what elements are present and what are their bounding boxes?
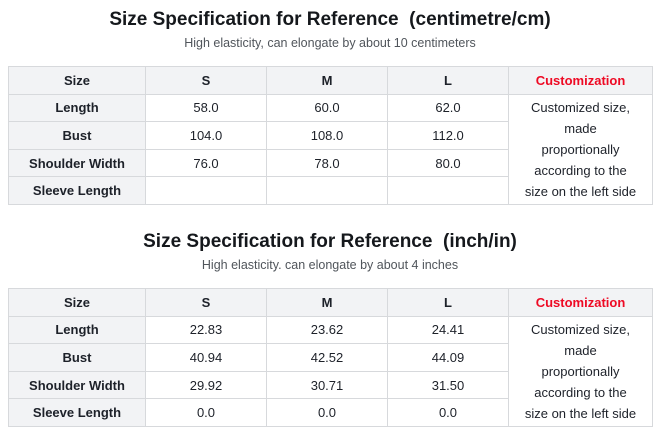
table-row: Sleeve Length 0.0 0.0 0.0 <box>8 398 653 427</box>
row-label: Bust <box>8 343 146 372</box>
table-row: Bust 104.0 108.0 112.0 <box>8 121 653 150</box>
value-cell: 108.0 <box>266 121 388 150</box>
value-cell: 0.0 <box>145 398 267 427</box>
size-section: Size Specification for Reference (inch/i… <box>8 229 653 427</box>
section-title: Size Specification for Reference (inch/i… <box>143 230 517 252</box>
header-cell: Size <box>8 66 146 95</box>
value-cell: 104.0 <box>145 121 267 150</box>
value-cell: 78.0 <box>266 148 388 178</box>
value-cell <box>145 176 267 205</box>
header-cell: L <box>387 287 509 317</box>
value-cell: 29.92 <box>145 370 267 400</box>
customization-note-cell: Customized size, made proportionally acc… <box>508 315 653 427</box>
header-cell: M <box>266 66 388 95</box>
value-cell: 58.0 <box>145 93 267 123</box>
table-row: Sleeve Length <box>8 176 653 205</box>
customization-note: Customized size, made proportionally acc… <box>524 99 637 199</box>
value-cell: 30.71 <box>266 370 388 400</box>
customization-header-cell: Customization <box>508 287 653 317</box>
table-row: Shoulder Width 76.0 78.0 80.0 <box>8 148 653 178</box>
section-subtitle: High elasticity, can elongate by about 1… <box>184 36 476 50</box>
header-cell: S <box>145 287 267 317</box>
row-label: Sleeve Length <box>8 176 146 205</box>
row-label: Sleeve Length <box>8 398 146 427</box>
table-body: Length 58.0 60.0 62.0 Customized size, made … <box>8 93 653 205</box>
value-cell: 22.83 <box>145 315 267 345</box>
value-cell: 24.41 <box>387 315 509 345</box>
size-reference-page: Size Specification for Reference (centim… <box>8 7 653 427</box>
header-cell: L <box>387 66 509 95</box>
value-cell: 31.50 <box>387 370 509 400</box>
header-cell: Size <box>8 287 146 317</box>
table-body: Length 22.83 23.62 24.41 Customized size, ma… <box>8 315 653 427</box>
customization-note-cell: Customized size, made proportionally acc… <box>508 93 653 205</box>
value-cell <box>266 176 388 205</box>
value-cell: 62.0 <box>387 93 509 123</box>
header-row: Size S M L Customization <box>8 66 653 95</box>
header-cell: M <box>266 287 388 317</box>
value-cell: 112.0 <box>387 121 509 150</box>
size-table: Size S M L Customization Length 22.83 23.62 24.… <box>8 287 653 427</box>
value-cell <box>387 176 509 205</box>
header-row: Size S M L Customization <box>8 287 653 317</box>
row-label: Bust <box>8 121 146 150</box>
value-cell: 0.0 <box>387 398 509 427</box>
header-cell: S <box>145 66 267 95</box>
value-cell: 44.09 <box>387 343 509 372</box>
value-cell: 42.52 <box>266 343 388 372</box>
customization-note: Customized size, made proportionally acc… <box>524 321 637 421</box>
value-cell: 76.0 <box>145 148 267 178</box>
size-table: Size S M L Customization Length 58.0 60.0 62.0 C… <box>8 66 653 205</box>
value-cell: 23.62 <box>266 315 388 345</box>
value-cell: 80.0 <box>387 148 509 178</box>
table-row: Bust 40.94 42.52 44.09 <box>8 343 653 372</box>
section-title: Size Specification for Reference (centim… <box>109 9 551 30</box>
row-label: Shoulder Width <box>8 148 146 178</box>
row-label: Shoulder Width <box>8 370 146 400</box>
row-label: Length <box>8 93 146 123</box>
table-row: Length 58.0 60.0 62.0 Customized size, made … <box>8 93 653 205</box>
customization-header-cell: Customization <box>508 66 653 95</box>
table-row: Length 22.83 23.62 24.41 Customized size, ma… <box>8 315 653 427</box>
value-cell: 40.94 <box>145 343 267 372</box>
value-cell: 0.0 <box>266 398 388 427</box>
value-cell: 60.0 <box>266 93 388 123</box>
section-subtitle: High elasticity. can elongate by about 4… <box>201 257 459 272</box>
table-row: Shoulder Width 29.92 30.71 31.50 <box>8 370 653 400</box>
row-label: Length <box>8 315 146 345</box>
size-section: Size Specification for Reference (centim… <box>8 7 653 205</box>
